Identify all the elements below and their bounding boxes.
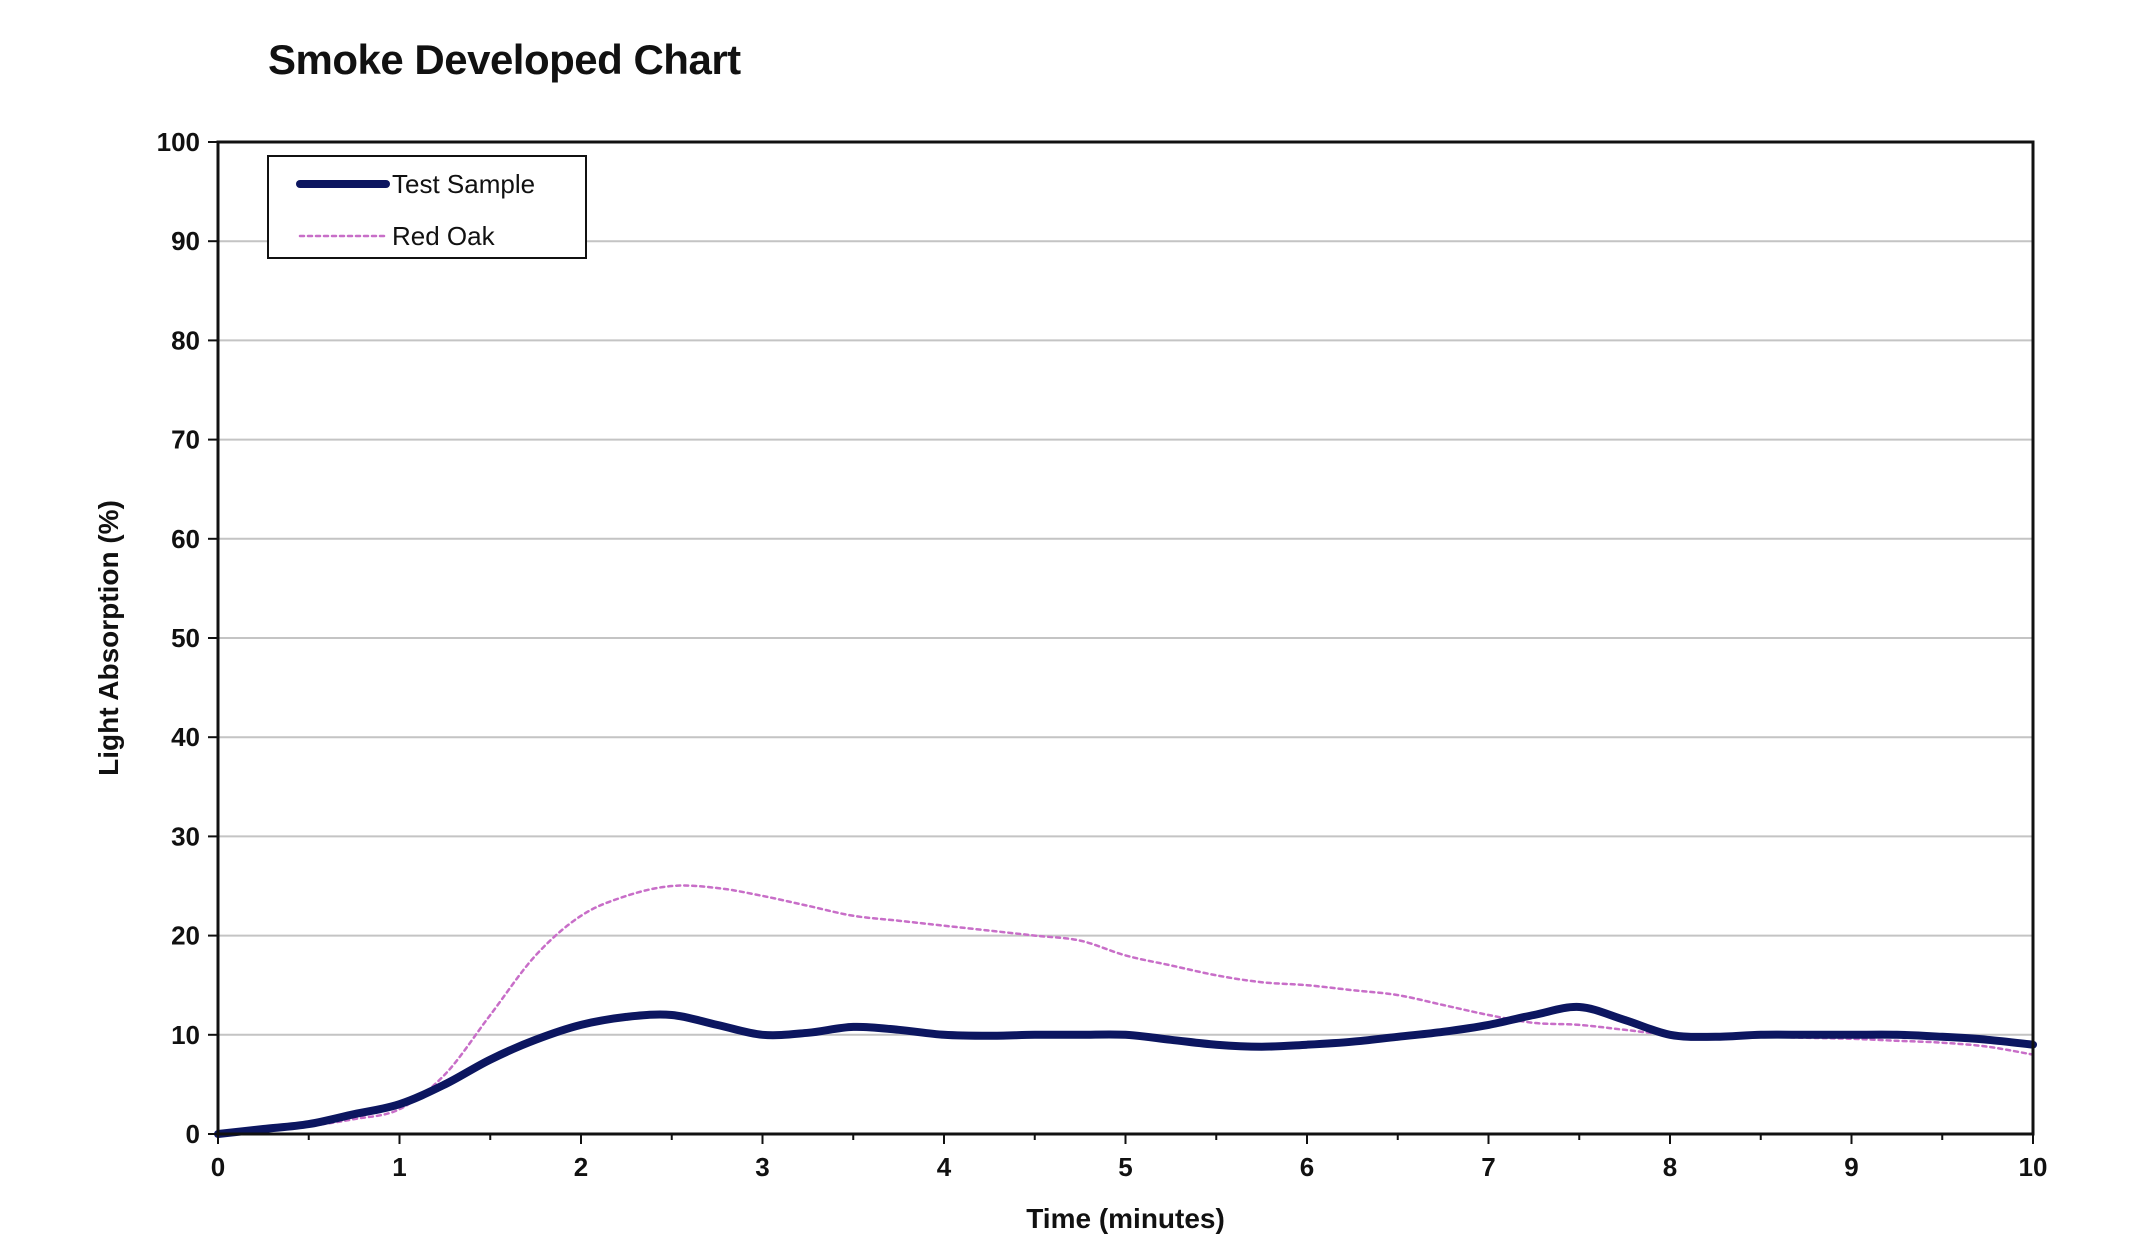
y-axis-title: Light Absorption (%) <box>93 500 124 776</box>
legend: Test Sample Red Oak <box>267 155 587 259</box>
x-tick-label-10: 10 <box>2019 1152 2048 1182</box>
x-axis-title: Time (minutes) <box>1026 1203 1225 1234</box>
x-tick-label-2: 2 <box>574 1152 588 1182</box>
series-lines <box>214 884 2037 1138</box>
x-tick-label-9: 9 <box>1844 1152 1858 1182</box>
legend-box <box>267 155 587 259</box>
x-tick-label-7: 7 <box>1481 1152 1495 1182</box>
x-tick-label-8: 8 <box>1663 1152 1677 1182</box>
y-tick-label-10: 10 <box>171 1020 200 1050</box>
chart-title: Smoke Developed Chart <box>268 36 741 83</box>
gridlines <box>218 240 2033 1036</box>
y-tick-label-0: 0 <box>186 1119 200 1149</box>
y-tick-label-40: 40 <box>171 722 200 752</box>
series-line-red-oak <box>216 884 2035 1136</box>
legend-label-test-sample: Test Sample <box>392 169 535 199</box>
y-axis-title-group: Light Absorption (%) <box>93 500 124 776</box>
x-tick-label-1: 1 <box>392 1152 406 1182</box>
legend-label-red-oak: Red Oak <box>392 221 496 251</box>
y-tick-label-50: 50 <box>171 623 200 653</box>
x-tick-label-6: 6 <box>1300 1152 1314 1182</box>
y-tick-label-90: 90 <box>171 226 200 256</box>
series-line-test-sample <box>214 1002 2037 1138</box>
y-tick-label-70: 70 <box>171 425 200 455</box>
y-tick-label-80: 80 <box>171 325 200 355</box>
y-tick-label-20: 20 <box>171 921 200 951</box>
axis-ticks: 0 10 20 30 40 50 60 70 80 90 100 0 1 2 3 4 5 6 7 8 9 10 <box>157 127 2048 1182</box>
x-tick-label-5: 5 <box>1118 1152 1132 1182</box>
x-tick-label-4: 4 <box>937 1152 952 1182</box>
y-tick-label-100: 100 <box>157 127 200 157</box>
x-tick-label-3: 3 <box>755 1152 769 1182</box>
y-tick-label-60: 60 <box>171 524 200 554</box>
y-tick-label-30: 30 <box>171 821 200 851</box>
x-tick-label-0: 0 <box>211 1152 225 1182</box>
